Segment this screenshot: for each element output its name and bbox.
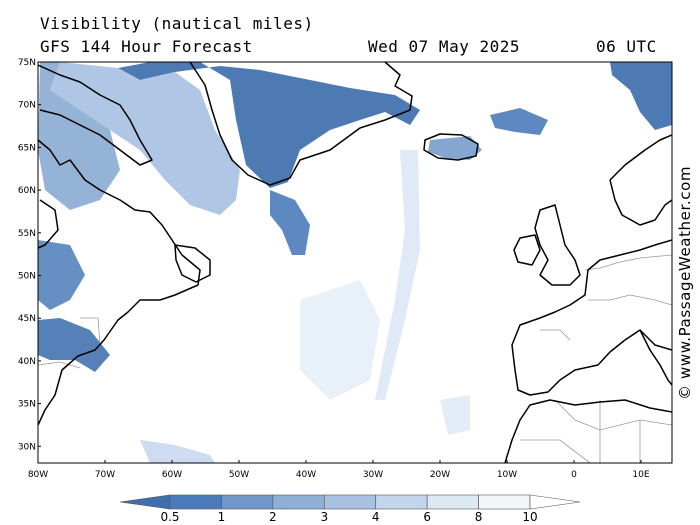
coast-italy <box>639 329 672 386</box>
legend-label: 6 <box>423 510 431 524</box>
coast-europe <box>511 239 672 396</box>
lon-label-60w: 60W <box>162 470 182 480</box>
lat-label-65n: 65N <box>18 143 36 153</box>
legend-label: 10 <box>522 510 537 524</box>
fog-iceland <box>428 136 482 160</box>
legend-label: 0.5 <box>160 510 179 524</box>
lat-label-40n: 40N <box>18 357 36 367</box>
coast-britain <box>534 204 581 286</box>
fog-ontario <box>38 240 85 310</box>
fog-west-band <box>300 280 380 400</box>
lat-label-75n: 75N <box>18 58 36 68</box>
coast-north-america <box>38 139 201 426</box>
coast-ireland <box>513 234 541 266</box>
lon-label-50w: 50W <box>229 470 249 480</box>
fog-labrador-coast <box>38 62 120 210</box>
coast-scandinavia <box>609 134 672 226</box>
longitude-axis: 80W 70W 60W 50W 40W 30W 20W 10W 0 10E <box>28 460 650 480</box>
map-frame <box>37 61 673 464</box>
coast-hudson <box>38 199 59 249</box>
fog-east-coast <box>38 318 110 372</box>
legend-swatch <box>272 494 325 510</box>
latitude-axis: 75N 70N 65N 60N 55N 50N 45N 40N 35N 30N <box>18 58 41 452</box>
lon-label-0: 0 <box>571 470 577 480</box>
legend-swatch <box>375 494 428 510</box>
legend-swatch <box>169 494 222 510</box>
legend-label: 3 <box>320 510 328 524</box>
lon-label-20w: 20W <box>430 470 450 480</box>
legend-swatch <box>323 494 377 510</box>
visibility-legend: 0.5 1 2 3 4 6 8 10 <box>119 494 581 524</box>
forecast-date: Wed 07 May 2025 <box>368 37 520 56</box>
fog-south-streak <box>140 440 215 463</box>
credit-watermark: © www.PassageWeather.com <box>676 165 694 400</box>
legend-label: 2 <box>269 510 277 524</box>
lat-label-60n: 60N <box>18 186 36 196</box>
lat-label-70n: 70N <box>18 101 36 111</box>
fog-barents <box>610 62 672 130</box>
legend-arrow-low <box>119 494 171 510</box>
coast-iceland <box>423 133 479 161</box>
forecast-time: 06 UTC <box>596 37 657 56</box>
coast-newfoundland <box>174 244 211 283</box>
lon-label-70w: 70W <box>95 470 115 480</box>
coast-africa <box>504 399 672 463</box>
lat-label-45n: 45N <box>18 314 36 324</box>
lon-label-10e: 10E <box>632 470 649 480</box>
legend-swatch <box>221 494 274 510</box>
visibility-field <box>38 62 672 463</box>
lat-label-55n: 55N <box>18 229 36 239</box>
coast-greenland <box>189 62 413 186</box>
legend-label: 1 <box>218 510 226 524</box>
lon-label-30w: 30W <box>363 470 383 480</box>
lat-label-35n: 35N <box>18 400 36 410</box>
fog-east-band <box>440 395 470 435</box>
legend-label: 8 <box>475 510 483 524</box>
lon-label-40w: 40W <box>296 470 316 480</box>
map-title: Visibility (nautical miles) <box>40 14 314 33</box>
coastlines <box>38 62 672 463</box>
lat-label-30n: 30N <box>18 442 36 452</box>
fog-greenland-south <box>270 190 310 255</box>
country-borders <box>38 254 672 463</box>
fog-iceland-north <box>490 108 548 135</box>
coast-baffin <box>38 64 153 166</box>
legend-arrow-high <box>529 494 581 510</box>
lon-label-80w: 80W <box>28 470 48 480</box>
fog-central-streak <box>375 150 420 400</box>
fog-baffin-light <box>50 62 240 215</box>
legend-swatch <box>478 494 531 510</box>
legend-swatch <box>426 494 479 510</box>
legend-label: 4 <box>372 510 380 524</box>
fog-labrador-sea <box>118 62 420 188</box>
lat-label-50n: 50N <box>18 272 36 282</box>
lon-label-10w: 10W <box>497 470 517 480</box>
map-area <box>38 62 672 463</box>
forecast-subtitle: GFS 144 Hour Forecast <box>40 37 253 56</box>
